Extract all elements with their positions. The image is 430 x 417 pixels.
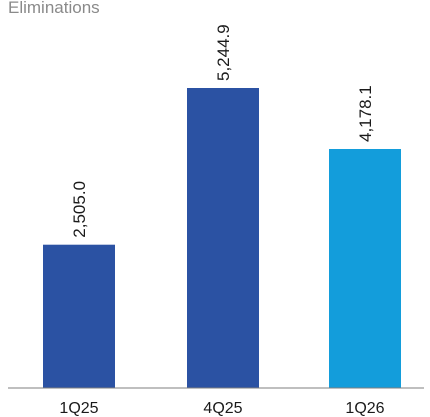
x-tick-label-4q25: 4Q25 bbox=[203, 400, 242, 417]
data-label-1q26: 4,178.1 bbox=[356, 85, 375, 142]
bars-layer bbox=[43, 88, 401, 388]
data-label-4q25: 5,244.9 bbox=[214, 24, 233, 81]
data-labels-layer: 2,505.0 5,244.9 4,178.1 bbox=[70, 24, 375, 237]
data-label-1q25: 2,505.0 bbox=[70, 181, 89, 238]
x-tick-label-1q26: 1Q26 bbox=[345, 400, 384, 417]
bar-4q25 bbox=[187, 88, 259, 388]
chart-title: Eliminations bbox=[8, 0, 100, 17]
bar-1q25 bbox=[43, 244, 115, 388]
x-tick-labels-layer: 1Q25 4Q25 1Q26 bbox=[59, 400, 384, 417]
x-tick-label-1q25: 1Q25 bbox=[59, 400, 98, 417]
bar-1q26 bbox=[329, 149, 401, 388]
